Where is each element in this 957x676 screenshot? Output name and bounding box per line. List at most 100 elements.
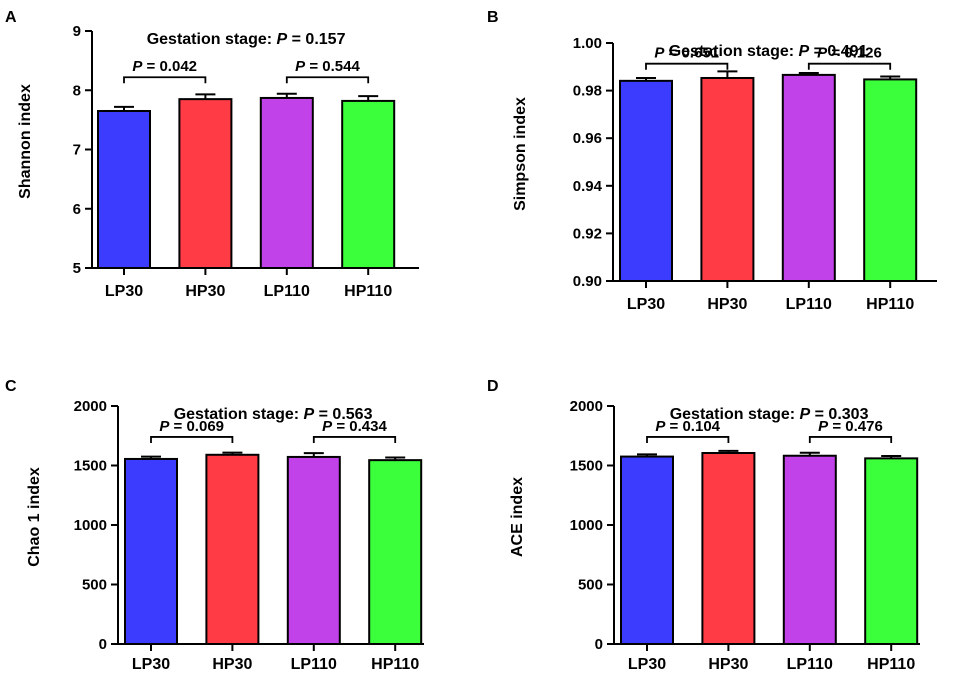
comparison-p-value: P = 0.476 <box>818 418 883 435</box>
p-value: = 0.042 <box>142 58 197 75</box>
panel-c: C Gestation stage: P = 0.563 Chao 1 index 0… <box>5 378 424 673</box>
p-symbol: P <box>132 58 143 75</box>
chart-title: Gestation stage: P = 0.303 <box>670 406 869 423</box>
y-tick-label: 2000 <box>74 398 107 415</box>
title-prefix: Gestation stage: <box>670 406 800 423</box>
x-tick-label-lp30: LP30 <box>628 656 666 673</box>
x-tick-label-hp30: HP30 <box>708 656 748 673</box>
chart-title: Gestation stage: P = 0.491 <box>669 43 868 60</box>
comparison-p-value: P = 0.651 <box>654 45 719 62</box>
bar-lp30 <box>619 79 673 283</box>
y-tick-label: 7 <box>73 142 81 159</box>
p-value: = 0.544 <box>305 58 360 75</box>
title-p-symbol: P <box>304 406 315 423</box>
y-tick-label: 500 <box>578 577 603 594</box>
bar-hp30 <box>701 452 756 645</box>
bar-hp30 <box>178 98 233 269</box>
y-tick-label: 9 <box>73 23 81 40</box>
x-tick-label-lp30: LP30 <box>132 656 170 673</box>
y-tick-label: 2000 <box>570 398 603 415</box>
y-tick-label: 0.98 <box>573 83 602 100</box>
x-tick-label-hp110: HP110 <box>371 656 419 673</box>
p-symbol: P <box>654 45 665 62</box>
bar-lp110 <box>286 455 341 645</box>
y-tick-label: 1.00 <box>573 35 602 52</box>
panel-letter: B <box>487 9 499 26</box>
y-tick-label: 5 <box>73 260 81 277</box>
panel-a: A Gestation stage: P = 0.157 Shannon index… <box>5 9 419 300</box>
y-tick-label: 1000 <box>570 517 603 534</box>
x-tick-label-lp110: LP110 <box>264 283 310 300</box>
y-tick-label: 0.96 <box>573 130 602 147</box>
comparison-p-value: P = 0.042 <box>132 58 197 75</box>
comparison-p-value: P = 0.104 <box>655 418 720 435</box>
bar-hp110 <box>864 457 919 645</box>
p-value: = 0.104 <box>665 418 720 435</box>
panel-d: D Gestation stage: P = 0.303 ACE index 0 500… <box>487 378 920 673</box>
x-tick-label-hp30: HP30 <box>212 656 252 673</box>
panel-letter: C <box>5 378 17 395</box>
y-tick-label: 6 <box>73 201 81 218</box>
comparison-bracket <box>123 76 207 84</box>
y-axis-label: Chao 1 index <box>26 467 43 567</box>
y-tick-label: 8 <box>73 82 81 99</box>
comparison-bracket <box>150 436 234 443</box>
panel-b: B Gestation stage: P = 0.491 Simpson index… <box>487 9 937 313</box>
chart-title: Gestation stage: P = 0.157 <box>147 31 346 48</box>
p-symbol: P <box>817 45 828 62</box>
chart-title: Gestation stage: P = 0.563 <box>174 406 373 423</box>
y-tick-label: 1000 <box>74 517 107 534</box>
x-tick-label-lp110: LP110 <box>787 656 833 673</box>
title-prefix: Gestation stage: <box>147 31 277 48</box>
p-symbol: P <box>655 418 666 435</box>
comparison-p-value: P = 0.126 <box>817 45 882 62</box>
comparison-bracket <box>645 62 729 70</box>
comparison-bracket <box>312 436 397 443</box>
bar-lp30 <box>124 457 178 645</box>
comparison-bracket <box>285 76 370 84</box>
panel-letter: D <box>487 378 499 395</box>
y-tick-label: 0.90 <box>573 273 602 290</box>
bar-lp30 <box>620 455 674 646</box>
comparison-p-value: P = 0.069 <box>159 418 224 435</box>
bar-lp110 <box>782 454 837 645</box>
title-p-symbol: P <box>277 31 288 48</box>
x-tick-label-hp110: HP110 <box>344 283 392 300</box>
title-prefix: Gestation stage: <box>174 406 304 423</box>
p-value: = 0.126 <box>827 45 882 62</box>
title-p-symbol: P <box>800 406 811 423</box>
title-p-value: = 0.491 <box>809 43 867 60</box>
y-tick-label: 0 <box>99 636 107 653</box>
y-tick-label: 0.92 <box>573 225 602 242</box>
x-tick-label-hp30: HP30 <box>707 296 747 313</box>
title-p-symbol: P <box>799 43 810 60</box>
bar-hp110 <box>341 99 396 270</box>
x-tick-label-lp30: LP30 <box>105 283 143 300</box>
comparison-bracket <box>807 62 892 70</box>
p-symbol: P <box>818 418 829 435</box>
p-symbol: P <box>322 418 333 435</box>
y-axis-label: Simpson index <box>512 97 529 211</box>
title-p-value: = 0.303 <box>810 406 868 423</box>
bar-hp110 <box>368 459 423 645</box>
x-tick-label-hp30: HP30 <box>185 283 225 300</box>
title-p-value: = 0.157 <box>287 31 345 48</box>
y-tick-label: 0 <box>595 636 603 653</box>
p-symbol: P <box>295 58 306 75</box>
bar-lp110 <box>781 73 836 282</box>
bar-lp110 <box>259 96 314 269</box>
p-symbol: P <box>159 418 170 435</box>
p-value: = 0.069 <box>169 418 224 435</box>
title-p-value: = 0.563 <box>314 406 372 423</box>
y-tick-label: 1500 <box>570 458 603 475</box>
x-tick-label-lp110: LP110 <box>786 296 832 313</box>
p-value: = 0.434 <box>332 418 387 435</box>
x-tick-label-hp110: HP110 <box>867 656 915 673</box>
bar-lp30 <box>97 109 151 269</box>
y-axis-label: Shannon index <box>17 84 34 199</box>
p-value: = 0.651 <box>664 45 719 62</box>
title-prefix: Gestation stage: <box>669 43 799 60</box>
x-tick-label-lp110: LP110 <box>291 656 337 673</box>
y-axis-label: ACE index <box>509 477 526 557</box>
